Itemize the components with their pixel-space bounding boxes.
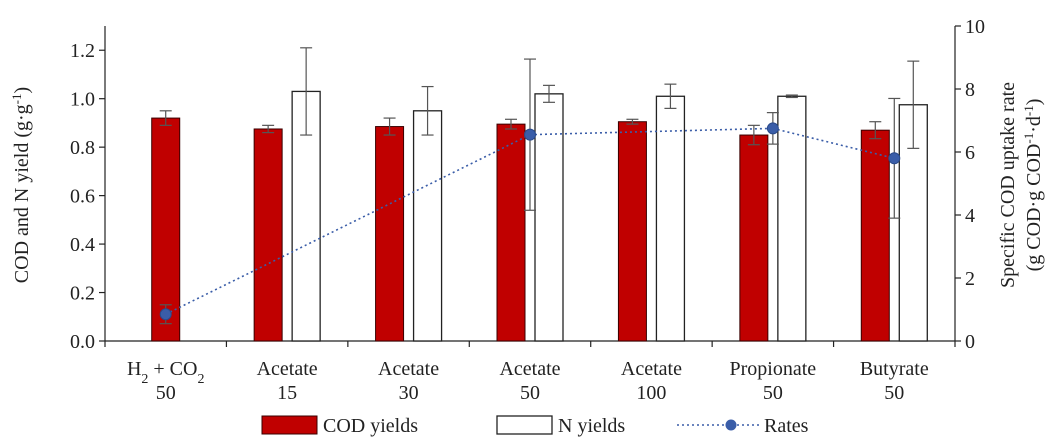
x-tick-label-line1: Butyrate [860, 358, 929, 380]
rates-line-segment [529, 127, 773, 136]
y-axis-left-title-sup: -1 [9, 93, 24, 104]
rate-point [159, 308, 172, 321]
y-axis-right-title-l2-sup2: -1 [1021, 105, 1036, 116]
x-tick-label-line2: 100 [636, 382, 666, 404]
x-tick-label-subscript: 2 [197, 372, 204, 387]
bar-cod-yields [496, 123, 526, 342]
y-left-tick-label: 0.4 [70, 234, 95, 256]
rates-line-segment [165, 133, 531, 315]
y-left-tick-label: 0.8 [70, 137, 95, 159]
x-tick-label-line2: 30 [399, 382, 419, 404]
bar-cod-yields [151, 117, 181, 342]
x-tick-label-part: H [127, 358, 141, 380]
y-axis-left-title-end: ) [11, 87, 33, 94]
bar-cod-yields [253, 128, 283, 342]
y-left-tick-label: 1.0 [70, 89, 95, 111]
bar-cod-yields [860, 129, 890, 342]
y-left-tick-label: 0.2 [70, 283, 95, 305]
x-tick-label-line2: 15 [277, 382, 297, 404]
x-tick-label-line1: Acetate [621, 358, 682, 380]
y-left-tick-label: 0.0 [70, 331, 95, 353]
bar-n-yields [534, 93, 564, 342]
rate-point [766, 122, 779, 135]
bar-n-yields [655, 95, 686, 342]
legend-swatch-n-yields [496, 415, 553, 435]
legend-swatch-rates-marker [725, 419, 737, 431]
y-right-tick-label: 4 [965, 205, 975, 227]
x-tick-label-line2: 50 [520, 382, 540, 404]
y-axis-left-title-main: COD and N yield (g·g [11, 104, 33, 283]
bar-cod-yields [617, 121, 647, 342]
y-left-tick-label: 1.2 [70, 40, 95, 62]
legend-label-rates: Rates [764, 415, 809, 437]
x-tick-label-line1: H2 + CO2 [127, 358, 205, 387]
y-axis-right-title-l2-end: ) [1023, 99, 1045, 106]
y-axis-right-title-line2: (g COD·g COD-1·d-1) [1021, 99, 1046, 272]
y-right-tick-label: 10 [965, 16, 985, 38]
y-axis-right-title-line1: Specific COD uptake rate [997, 82, 1019, 288]
legend: COD yields N yields Rates [261, 415, 809, 437]
bar-cod-yields [739, 134, 769, 342]
legend-label-n-yields: N yields [558, 415, 625, 437]
bar-n-yields [412, 110, 443, 342]
y-left-tick-label: 0.6 [70, 186, 95, 208]
rates-line-segment [772, 127, 895, 160]
legend-swatch-cod-yields [261, 415, 318, 435]
bar-cod-yields [375, 126, 405, 342]
x-tick-label-line1: Acetate [499, 358, 560, 380]
legend-label-cod-yields: COD yields [323, 415, 418, 437]
rate-point [888, 152, 901, 165]
x-tick-label-line2: 50 [884, 382, 904, 404]
y-axis-right-title-l2-mid: ·d [1023, 116, 1045, 133]
x-tick-label-subscript: 2 [141, 372, 148, 387]
x-tick-label-line2: 50 [763, 382, 783, 404]
y-axis-left-title: COD and N yield (g·g-1) [9, 87, 34, 283]
y-right-tick-label: 2 [965, 268, 975, 290]
x-tick-label-line1: Acetate [257, 358, 318, 380]
x-tick-label-part: + CO [148, 358, 197, 380]
y-axis-right-title-l2-main: (g COD·g COD [1023, 144, 1045, 272]
y-right-tick-label: 0 [965, 331, 975, 353]
x-tick-label-line1: Propionate [730, 358, 817, 380]
y-right-tick-label: 6 [965, 142, 975, 164]
bar-n-yields [777, 95, 807, 342]
y-right-tick-label: 8 [965, 79, 975, 101]
x-tick-label-line1: Acetate [378, 358, 439, 380]
rate-point [524, 128, 536, 141]
y-axis-right-title-l2-sup1: -1 [1021, 133, 1036, 144]
x-tick-label-line2: 50 [156, 382, 176, 404]
